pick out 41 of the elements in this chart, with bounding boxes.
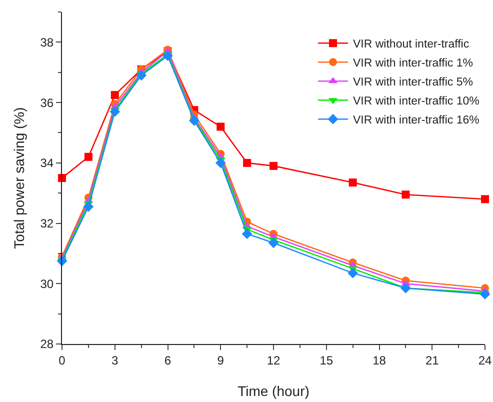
x-tick-label: 18 (372, 353, 386, 368)
point (162, 50, 173, 61)
x-tick-label: 9 (217, 353, 224, 368)
legend-label: VIR with inter-traffic 1% (353, 58, 473, 70)
point (481, 195, 489, 204)
point (216, 122, 225, 131)
point (110, 106, 120, 117)
point (242, 228, 252, 240)
legend-label: VIR with inter-traffic 16% (353, 114, 480, 127)
x-tick-label: 6 (164, 353, 172, 368)
legend-label: VIR with inter-traffic 5% (353, 76, 473, 89)
y-tick-label: 30 (40, 276, 54, 291)
point (84, 152, 92, 161)
x-tick-label: 12 (266, 353, 280, 368)
x-tick-label: 21 (425, 353, 440, 368)
point (400, 282, 411, 294)
y-axis-title: Total power saving (%) (11, 107, 27, 249)
point (268, 238, 279, 248)
legend-label: VIR with inter-traffic 10% (353, 96, 480, 108)
point (480, 289, 490, 300)
point (188, 115, 200, 126)
x-tick-label: 3 (112, 353, 119, 368)
y-tick-label: 32 (40, 216, 54, 230)
x-tick-label: 24 (478, 353, 492, 368)
point (83, 201, 94, 212)
point (215, 158, 226, 168)
point (402, 190, 410, 199)
y-tick-label: 36 (40, 96, 54, 110)
x-tick-label: 0 (58, 353, 66, 368)
x-axis-title: Time (hour) (238, 383, 310, 399)
point (270, 162, 278, 170)
y-tick-label: 38 (40, 35, 54, 50)
point (348, 268, 358, 278)
point (136, 70, 147, 81)
legend-label: VIR without inter-traffic (353, 38, 470, 51)
y-tick-label: 28 (40, 337, 54, 352)
y-tick-label: 34 (40, 156, 54, 170)
point (348, 178, 357, 187)
point (243, 158, 252, 167)
point (110, 91, 119, 99)
x-tick-label: 15 (320, 353, 334, 368)
